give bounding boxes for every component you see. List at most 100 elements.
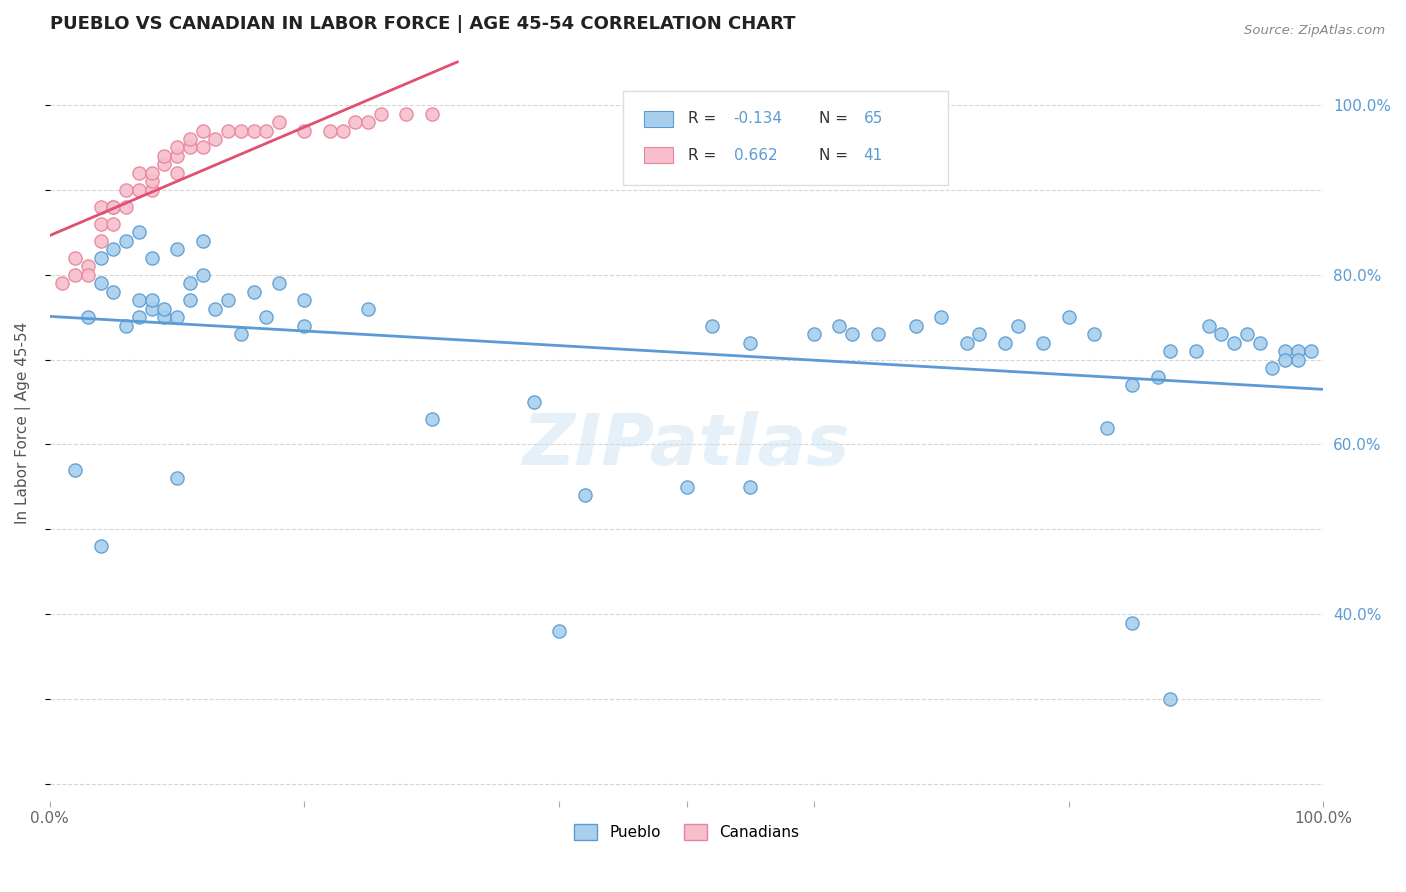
- Point: [179, 132, 201, 146]
- Point: [841, 327, 863, 342]
- Text: -0.134: -0.134: [734, 112, 783, 127]
- Point: [1159, 692, 1181, 706]
- Point: [90, 217, 112, 231]
- Point: [1286, 352, 1309, 367]
- Point: [1083, 327, 1105, 342]
- Point: [63, 251, 86, 265]
- Point: [179, 140, 201, 154]
- FancyBboxPatch shape: [623, 91, 948, 186]
- Point: [141, 174, 163, 188]
- Point: [153, 310, 176, 325]
- Point: [217, 123, 239, 137]
- Point: [254, 123, 277, 137]
- Point: [904, 318, 927, 333]
- Point: [204, 301, 226, 316]
- Point: [1198, 318, 1220, 333]
- Point: [332, 123, 354, 137]
- Point: [153, 149, 176, 163]
- Point: [166, 243, 188, 257]
- Point: [90, 251, 112, 265]
- Point: [63, 463, 86, 477]
- Point: [128, 225, 150, 239]
- Point: [115, 234, 138, 248]
- Point: [229, 327, 252, 342]
- Point: [357, 301, 380, 316]
- Point: [141, 183, 163, 197]
- Text: R =: R =: [688, 112, 721, 127]
- Point: [1185, 344, 1208, 359]
- Point: [1299, 344, 1322, 359]
- Point: [77, 268, 100, 282]
- Point: [90, 539, 112, 553]
- Point: [166, 149, 188, 163]
- Point: [103, 217, 125, 231]
- Point: [1236, 327, 1258, 342]
- Point: [523, 395, 546, 409]
- Point: [166, 166, 188, 180]
- Point: [103, 243, 125, 257]
- Point: [141, 251, 163, 265]
- Point: [994, 335, 1017, 350]
- Point: [217, 293, 239, 308]
- Point: [254, 310, 277, 325]
- Point: [395, 106, 418, 120]
- Point: [1057, 310, 1080, 325]
- Point: [420, 106, 443, 120]
- Point: [77, 310, 100, 325]
- Point: [179, 293, 201, 308]
- Point: [128, 310, 150, 325]
- Text: N =: N =: [818, 148, 853, 162]
- Point: [1286, 344, 1309, 359]
- Point: [166, 140, 188, 154]
- Point: [319, 123, 342, 137]
- Point: [191, 140, 214, 154]
- Point: [179, 277, 201, 291]
- Legend: Pueblo, Canadians: Pueblo, Canadians: [568, 818, 806, 847]
- Point: [929, 310, 952, 325]
- Point: [357, 115, 380, 129]
- Point: [153, 301, 176, 316]
- Point: [344, 115, 367, 129]
- Point: [1159, 344, 1181, 359]
- Point: [1274, 344, 1296, 359]
- Point: [1095, 420, 1118, 434]
- Text: 65: 65: [863, 112, 883, 127]
- Point: [51, 277, 73, 291]
- Point: [294, 123, 316, 137]
- Point: [1261, 361, 1284, 376]
- Point: [548, 624, 571, 639]
- Text: Source: ZipAtlas.com: Source: ZipAtlas.com: [1244, 24, 1385, 37]
- Point: [420, 412, 443, 426]
- Point: [675, 480, 697, 494]
- Point: [141, 293, 163, 308]
- Point: [166, 471, 188, 485]
- Point: [294, 293, 316, 308]
- Point: [1121, 615, 1143, 630]
- Point: [166, 310, 188, 325]
- Point: [141, 166, 163, 180]
- Point: [141, 301, 163, 316]
- Point: [128, 166, 150, 180]
- Point: [1032, 335, 1054, 350]
- Point: [803, 327, 825, 342]
- Point: [866, 327, 889, 342]
- Point: [1007, 318, 1029, 333]
- Point: [828, 318, 851, 333]
- Point: [191, 234, 214, 248]
- Point: [191, 268, 214, 282]
- Text: 41: 41: [863, 148, 883, 162]
- Text: R =: R =: [688, 148, 721, 162]
- Point: [229, 123, 252, 137]
- Point: [969, 327, 991, 342]
- Point: [242, 123, 264, 137]
- Point: [1146, 369, 1168, 384]
- Point: [63, 268, 86, 282]
- Point: [294, 318, 316, 333]
- Point: [1274, 352, 1296, 367]
- Point: [103, 200, 125, 214]
- Point: [370, 106, 392, 120]
- Point: [115, 318, 138, 333]
- Point: [1121, 378, 1143, 392]
- Y-axis label: In Labor Force | Age 45-54: In Labor Force | Age 45-54: [15, 322, 31, 524]
- Point: [115, 183, 138, 197]
